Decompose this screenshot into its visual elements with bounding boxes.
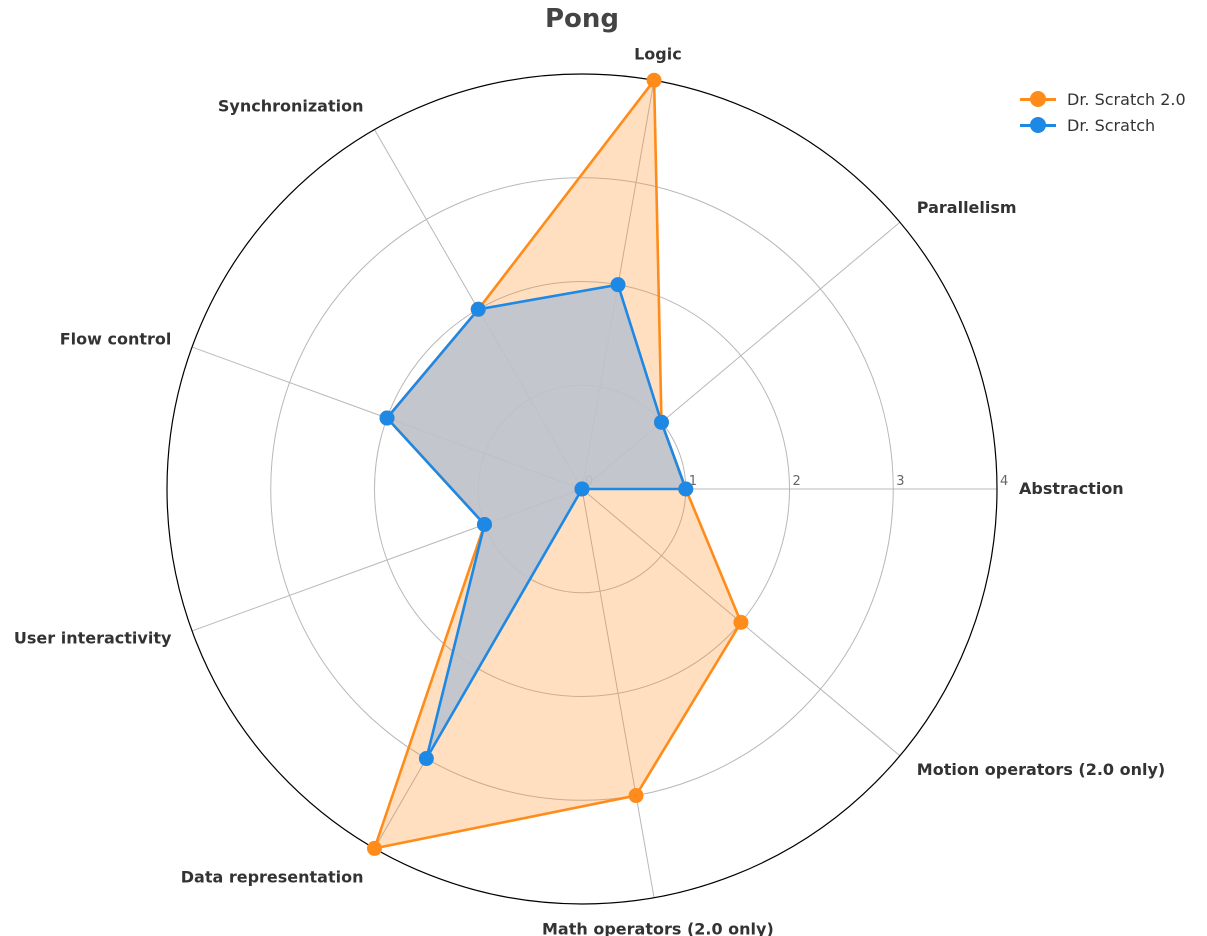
- legend-marker-icon: [1030, 117, 1046, 133]
- legend-label-series-2: Dr. Scratch: [1067, 115, 1156, 135]
- data-point: [367, 840, 382, 856]
- data-point: [653, 414, 669, 430]
- axis-label: Parallelism: [917, 198, 1017, 217]
- axis-label: Flow control: [60, 330, 172, 349]
- axis-label: Motion operators (2.0 only): [917, 760, 1165, 779]
- data-point: [477, 516, 493, 532]
- axis-labels: Abstraction Parallelism Logic Synchronizati…: [14, 45, 1165, 936]
- legend-label-series-1: Dr. Scratch 2.0: [1067, 89, 1186, 109]
- legend-swatch-series-2: [1018, 112, 1058, 138]
- data-point: [646, 72, 662, 88]
- outer-frame: [166, 73, 998, 905]
- data-point: [470, 301, 486, 317]
- axis-label: Synchronization: [218, 97, 364, 116]
- chart-title: Pong: [544, 4, 620, 34]
- data-point: [610, 277, 626, 293]
- radial-tick-label: 3: [896, 474, 904, 489]
- legend-marker-icon: [1030, 91, 1046, 107]
- axis-label: Math operators (2.0 only): [542, 919, 774, 936]
- legend-item-series-1: Dr. Scratch 2.0: [1018, 86, 1186, 112]
- data-point: [418, 751, 434, 767]
- radial-tick-label: 2: [793, 474, 801, 489]
- legend: Dr. Scratch 2.0 Dr. Scratch: [1018, 86, 1186, 138]
- legend-swatch-series-1: [1018, 86, 1058, 112]
- data-point: [733, 614, 749, 630]
- data-point: [628, 788, 644, 804]
- legend-item-series-2: Dr. Scratch: [1018, 112, 1186, 138]
- data-point: [379, 410, 395, 426]
- grid-spoke: [581, 488, 655, 898]
- axis-label: User interactivity: [14, 629, 172, 648]
- series-fills: [374, 80, 741, 849]
- series-points: [367, 72, 749, 856]
- series-fill-2: [387, 284, 686, 759]
- radial-tick-label: 4: [1000, 474, 1008, 489]
- axis-label: Logic: [634, 45, 682, 64]
- axis-label: Data representation: [181, 868, 364, 887]
- data-point: [678, 481, 694, 497]
- data-point: [574, 481, 590, 497]
- radial-tick-label: 1: [689, 474, 697, 489]
- axis-label: Abstraction: [1019, 479, 1124, 498]
